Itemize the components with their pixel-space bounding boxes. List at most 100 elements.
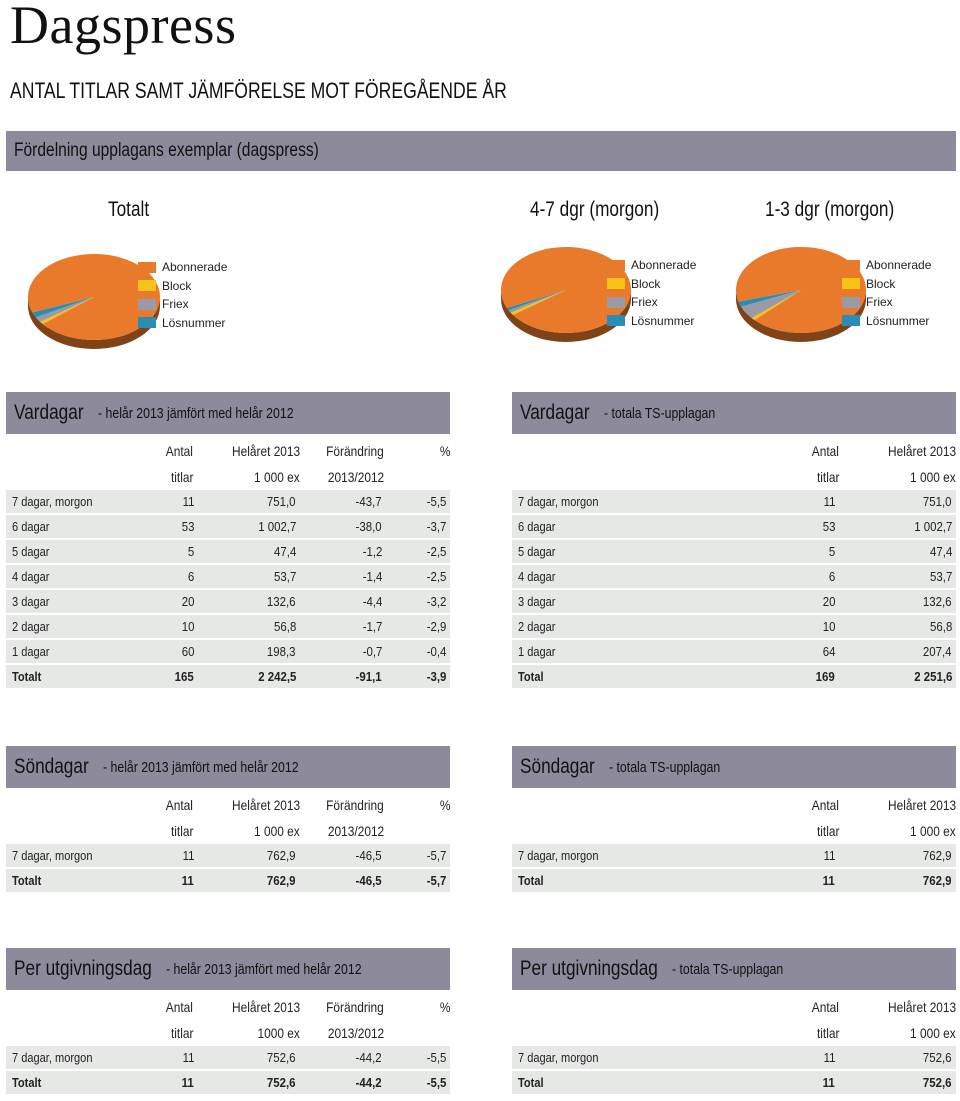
cell-value: -3,9 <box>426 669 446 684</box>
section-title: Söndagar <box>14 755 89 778</box>
distribution-title: Fördelning upplagans exemplar (dagspress… <box>14 140 319 161</box>
pie-slice-abonnerade <box>736 247 866 333</box>
cell-value: 5 <box>828 544 835 559</box>
legend-item: Friex <box>607 293 696 312</box>
cell-value: -43,7 <box>355 494 382 509</box>
row-label: Total <box>518 669 544 684</box>
legend-item: Lösnummer <box>842 312 931 331</box>
legend-item: Abonnerade <box>607 256 696 275</box>
pie-legend: Abonnerade Block Friex Lösnummer <box>138 258 227 332</box>
legend-swatch <box>138 280 156 292</box>
column-header: Förändring <box>326 797 384 813</box>
cell-value: 20 <box>822 594 835 609</box>
cell-value: 2 242,5 <box>257 669 296 684</box>
right-band-1: Söndagar - totala TS-upplagan <box>512 746 956 788</box>
cell-value: 56,8 <box>273 619 296 634</box>
cell-value: 762,9 <box>923 848 952 863</box>
cell-value: -44,2 <box>355 1075 382 1090</box>
legend-label: Block <box>631 276 661 291</box>
row-label: 2 dagar <box>518 619 556 634</box>
cell-value: -4,4 <box>362 594 382 609</box>
legend-label: Abonnerade <box>866 258 932 273</box>
legend-swatch <box>842 296 860 308</box>
row-label: Totalt <box>12 669 42 684</box>
left-band-1: Söndagar - helår 2013 jämfört med helår 2… <box>6 746 450 788</box>
row-label: 4 dagar <box>12 569 50 584</box>
legend-swatch <box>842 278 860 290</box>
pie-chart <box>736 247 866 342</box>
table-row: 7 dagar, morgon 11 752,6 <box>512 1046 956 1069</box>
table-header-row: titlar 1 000 ex 2013/2012 <box>6 464 450 490</box>
table-row: 5 dagar 5 47,4 <box>512 540 956 563</box>
table-row: 1 dagar 60 198,3 -0,7 -0,4 <box>6 640 450 663</box>
legend-item: Lösnummer <box>607 312 696 331</box>
column-header: 2013/2012 <box>327 823 384 839</box>
row-label: Total <box>518 1075 544 1090</box>
cell-value: 10 <box>181 619 194 634</box>
table-header-row: Antal Helåret 2013 <box>512 792 956 818</box>
section-subtitle: - helår 2013 jämfört med helår 2012 <box>97 404 294 422</box>
cell-value: 751,0 <box>267 494 296 509</box>
pie-title: Totalt <box>108 198 150 221</box>
cell-value: -3,7 <box>426 519 446 534</box>
pie-slice-abonnerade <box>27 254 161 340</box>
pie-slice-lösnummer <box>738 290 801 307</box>
legend-item: Abonnerade <box>842 256 931 275</box>
row-label: 3 dagar <box>12 594 50 609</box>
legend-item: Block <box>607 275 696 294</box>
table-header-row: titlar 1 000 ex 2013/2012 <box>6 818 450 844</box>
cell-value: 47,4 <box>273 544 296 559</box>
section-title: Vardagar <box>14 401 84 424</box>
legend-label: Block <box>162 278 192 293</box>
pie-slice-block <box>751 290 801 321</box>
cell-value: -44,2 <box>355 1050 382 1065</box>
legend-label: Friex <box>162 297 189 312</box>
pie-side <box>736 290 866 342</box>
pie-title: 1-3 dgr (morgon) <box>765 198 895 221</box>
column-header: Antal <box>165 999 193 1015</box>
right-table-2: Antal Helåret 2013 titlar 1 000 ex 7 dagar, … <box>512 994 956 1096</box>
row-label: 1 dagar <box>518 644 556 659</box>
legend-item: Block <box>138 277 227 296</box>
left-band-2: Per utgivningsdag - helår 2013 jämfört me… <box>6 948 450 990</box>
cell-value: 752,6 <box>267 1075 296 1090</box>
pie-slice-friex <box>741 290 801 319</box>
column-header: titlar <box>816 469 839 485</box>
column-header: 1000 ex <box>257 1025 300 1041</box>
legend-swatch <box>138 317 156 329</box>
pie-slice-friex <box>35 297 94 322</box>
cell-value: 11 <box>181 1075 194 1090</box>
cell-value: 169 <box>815 669 835 684</box>
column-header: Helåret 2013 <box>887 443 956 459</box>
legend-swatch <box>842 315 860 327</box>
column-header: titlar <box>170 823 193 839</box>
row-label: Totalt <box>12 873 42 888</box>
row-label: 6 dagar <box>12 519 50 534</box>
cell-value: 20 <box>181 594 194 609</box>
legend-swatch <box>607 315 625 327</box>
pie-slice-lösnummer <box>32 297 94 318</box>
section-title: Vardagar <box>520 401 590 424</box>
table-total-row: Totalt 165 2 242,5 -91,1 -3,9 <box>6 665 450 688</box>
pie-slice-lösnummer <box>506 290 566 311</box>
section-title: Söndagar <box>520 755 595 778</box>
row-label: Totalt <box>12 1075 42 1090</box>
column-header: 1 000 ex <box>910 1025 956 1041</box>
column-header: 1 000 ex <box>254 823 300 839</box>
cell-value: 11 <box>182 848 194 863</box>
right-band-2: Per utgivningsdag - totala TS-upplagan <box>512 948 956 990</box>
cell-value: -2,5 <box>426 569 446 584</box>
legend-label: Lösnummer <box>631 313 695 328</box>
column-header: % <box>439 443 450 459</box>
section-subtitle: - totala TS-upplagan <box>671 960 784 978</box>
cell-value: -1,4 <box>362 569 382 584</box>
row-label: 4 dagar <box>518 569 556 584</box>
table-row: 7 dagar, morgon 11 751,0 <box>512 490 956 513</box>
cell-value: -5,7 <box>426 848 446 863</box>
cell-value: 5 <box>187 544 194 559</box>
table-header-row: Antal Helåret 2013 Förändring% <box>6 994 450 1020</box>
cell-value: 53 <box>181 519 194 534</box>
row-label: 7 dagar, morgon <box>518 848 599 863</box>
column-header: titlar <box>170 469 193 485</box>
cell-value: 53 <box>822 519 835 534</box>
